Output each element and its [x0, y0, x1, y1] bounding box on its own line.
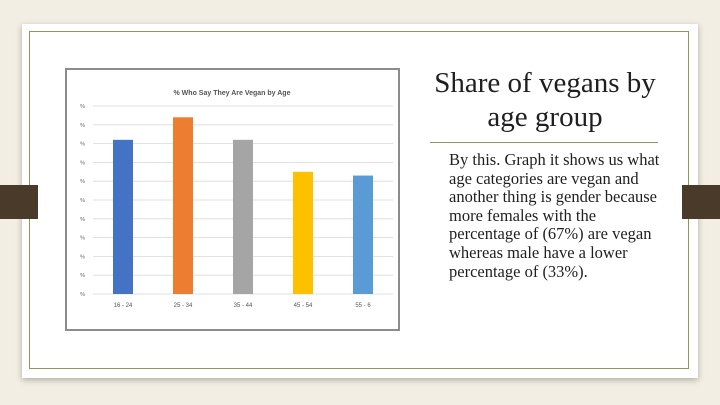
bar	[113, 139, 133, 294]
bar	[293, 171, 313, 294]
bar-chart: % Who Say They Are Vegan by Age%%%%%%%%%…	[80, 90, 393, 309]
bar	[233, 139, 253, 294]
slide-body-text: By this. Graph it shows us what age cate…	[449, 150, 660, 281]
y-tick-label: %	[80, 104, 85, 110]
slide-title: Share of vegans by age group	[434, 67, 656, 133]
y-tick-label: %	[80, 160, 85, 166]
chart-image: % Who Say They Are Vegan by Age%%%%%%%%%…	[65, 68, 400, 331]
y-tick-label: %	[80, 254, 85, 260]
left-tab-decoration	[0, 185, 38, 219]
y-tick-label: %	[80, 198, 85, 204]
bar	[173, 117, 193, 294]
y-tick-label: %	[80, 142, 85, 148]
x-tick-label: 55 - 6	[355, 303, 371, 309]
x-tick-label: 45 - 54	[294, 303, 313, 309]
y-tick-label: %	[80, 273, 85, 279]
bar	[353, 175, 373, 294]
y-tick-label: %	[80, 236, 85, 242]
chart-title: % Who Say They Are Vegan by Age	[174, 90, 291, 97]
right-tab-decoration	[682, 185, 720, 219]
y-tick-label: %	[80, 123, 85, 129]
x-tick-label: 16 - 24	[114, 303, 133, 309]
y-tick-label: %	[80, 217, 85, 223]
x-tick-label: 25 - 34	[174, 303, 193, 309]
x-tick-label: 35 - 44	[234, 303, 253, 309]
title-divider	[430, 142, 658, 143]
y-tick-label: %	[80, 292, 85, 298]
y-tick-label: %	[80, 179, 85, 185]
